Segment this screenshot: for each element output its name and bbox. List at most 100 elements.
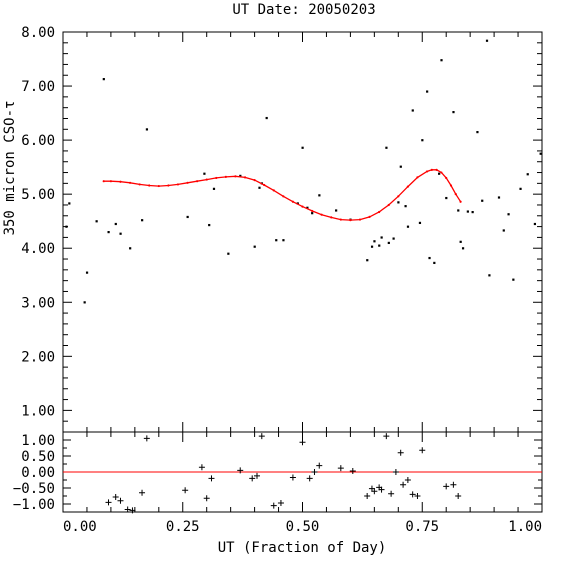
x-tick-label: 0.75: [405, 519, 439, 535]
data-point: [445, 196, 448, 200]
res-y-tick-label: 0.00: [21, 465, 55, 481]
fit-point: [157, 184, 160, 188]
data-point: [107, 231, 110, 234]
data-point: [440, 59, 443, 62]
y-tick-label: 8.00: [21, 25, 55, 41]
data-point: [418, 221, 422, 225]
data-point: [533, 222, 537, 226]
fit-point: [253, 179, 256, 182]
res-y-tick-label: −1.00: [13, 497, 55, 513]
data-point: [471, 211, 474, 214]
residual-point: [105, 499, 112, 506]
residual-point: [316, 462, 323, 469]
data-point: [370, 245, 374, 248]
data-point: [275, 239, 278, 242]
data-point: [366, 259, 369, 262]
data-point: [296, 202, 299, 205]
residual-point: [349, 468, 356, 475]
data-point: [404, 205, 407, 208]
fit-point: [330, 216, 333, 219]
fit-point: [430, 168, 433, 171]
data-point: [433, 261, 436, 265]
data-point: [539, 152, 542, 155]
data-point: [227, 252, 230, 255]
data-point: [373, 240, 376, 243]
data-point: [208, 223, 211, 227]
residual-point: [388, 490, 395, 497]
fit-point: [215, 176, 218, 180]
y-tick-label: 7.00: [21, 79, 55, 95]
fit-point: [119, 180, 122, 183]
data-point: [488, 274, 491, 277]
fit-point: [406, 185, 409, 188]
main-plot-marks: [65, 39, 542, 304]
residual-point: [258, 433, 265, 440]
x-tick-label: 0.00: [63, 519, 97, 535]
fit-point: [378, 210, 381, 214]
residual-point: [404, 477, 411, 483]
data-point: [95, 220, 98, 223]
data-point: [282, 239, 285, 242]
residual-point: [450, 481, 457, 488]
data-point: [85, 271, 89, 274]
res-y-tick-label: 1.00: [21, 433, 55, 449]
data-point: [387, 241, 390, 245]
residual-point: [371, 488, 378, 495]
data-point: [452, 111, 455, 114]
residual-point: [208, 475, 215, 482]
data-point: [476, 131, 479, 134]
residual-point: [182, 487, 189, 494]
data-point: [512, 278, 515, 281]
data-point: [102, 78, 105, 81]
data-point: [306, 206, 309, 209]
residual-plot-marks: [63, 433, 542, 514]
residual-point: [306, 475, 313, 482]
data-point: [378, 244, 381, 247]
main-axis-ticks: 1.00 2.00 3.00 4.00 5.00 6.00 7.00 8.00: [21, 25, 543, 433]
fit-point: [368, 215, 371, 218]
fit-point: [224, 175, 227, 178]
data-point: [502, 229, 505, 232]
residual-point: [364, 493, 371, 499]
residual-point: [112, 493, 119, 500]
residual-point: [409, 491, 416, 498]
fit-point: [320, 213, 323, 216]
fit-point: [445, 176, 448, 180]
x-tick-label: 1.00: [508, 519, 542, 535]
data-point: [438, 172, 441, 175]
fit-point: [425, 170, 429, 173]
residual-point: [198, 464, 205, 471]
residual-point: [400, 481, 407, 488]
y-tick-label: 6.00: [21, 133, 55, 149]
fit-point: [449, 184, 453, 187]
residual-point: [117, 497, 124, 504]
fit-point: [272, 189, 275, 192]
fit-point: [397, 195, 400, 198]
data-point: [68, 202, 71, 205]
residual-point: [139, 489, 146, 496]
fit-point: [205, 178, 208, 181]
data-point: [129, 247, 132, 250]
data-point: [141, 219, 144, 222]
data-point: [485, 39, 489, 42]
residual-point: [378, 486, 385, 493]
fit-point: [454, 193, 457, 196]
fit-point: [440, 171, 443, 174]
y-tick-label: 5.00: [21, 187, 55, 203]
fit-curve: [103, 169, 462, 221]
y-tick-label: 1.00: [21, 403, 55, 419]
residual-point: [455, 493, 462, 499]
data-point: [421, 139, 424, 142]
data-point: [385, 146, 388, 149]
residual-point: [289, 474, 296, 481]
residual-point: [311, 469, 318, 475]
residual-point: [299, 439, 306, 446]
x-tick-label: 0.50: [286, 519, 320, 535]
data-point: [239, 174, 242, 177]
fit-point: [282, 195, 285, 198]
data-point: [497, 196, 501, 199]
main-plot-frame: [62, 31, 543, 433]
data-point: [65, 225, 68, 228]
fit-point: [291, 200, 295, 203]
